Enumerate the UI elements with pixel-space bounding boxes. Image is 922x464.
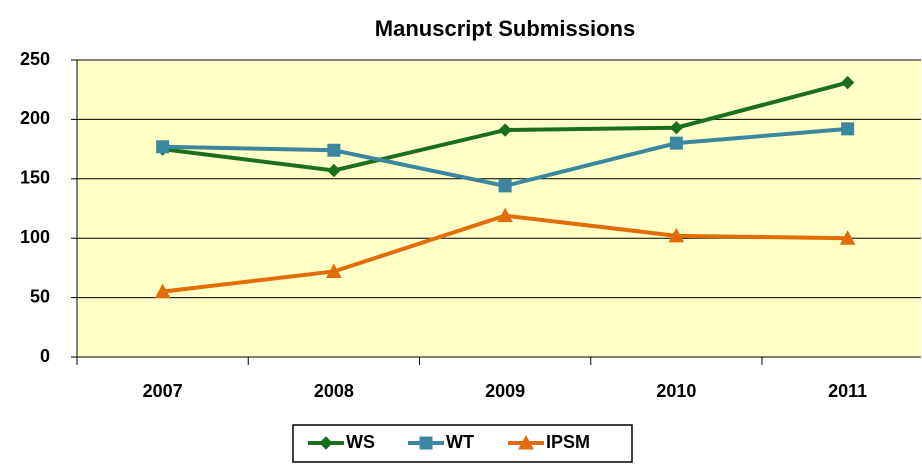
x-tick-label: 2009	[485, 381, 525, 401]
data-point	[498, 123, 512, 137]
legend-marker	[518, 434, 534, 450]
y-tick-label: 0	[40, 346, 50, 366]
y-tick-label: 100	[20, 227, 50, 247]
y-tick-label: 150	[20, 168, 50, 188]
y-tick-label: 50	[30, 286, 50, 306]
data-point	[497, 207, 513, 223]
x-tick-label: 2007	[143, 381, 183, 401]
legend-label: IPSM	[546, 432, 590, 452]
legend-label: WT	[446, 432, 474, 452]
plot-area	[77, 60, 921, 357]
y-tick-label: 200	[20, 108, 50, 128]
x-tick-label: 2011	[828, 381, 867, 401]
legend-marker	[319, 436, 333, 450]
data-point	[327, 163, 341, 178]
y-tick-label: 250	[20, 49, 50, 69]
x-tick-label: 2008	[314, 381, 354, 401]
legend-label: WS	[346, 432, 375, 452]
data-point	[840, 75, 855, 90]
data-point	[156, 140, 170, 154]
data-point	[154, 283, 171, 299]
data-point	[669, 136, 683, 150]
x-tick-label: 2010	[656, 381, 696, 401]
data-point	[498, 179, 512, 193]
legend-box	[292, 424, 633, 463]
data-point	[669, 121, 684, 135]
data-point	[326, 263, 342, 278]
data-point	[839, 230, 856, 245]
legend-marker	[419, 436, 433, 450]
chart-title: Manuscript Submissions	[375, 16, 635, 41]
data-point	[668, 227, 685, 243]
data-point	[841, 122, 855, 136]
data-point	[327, 143, 341, 157]
